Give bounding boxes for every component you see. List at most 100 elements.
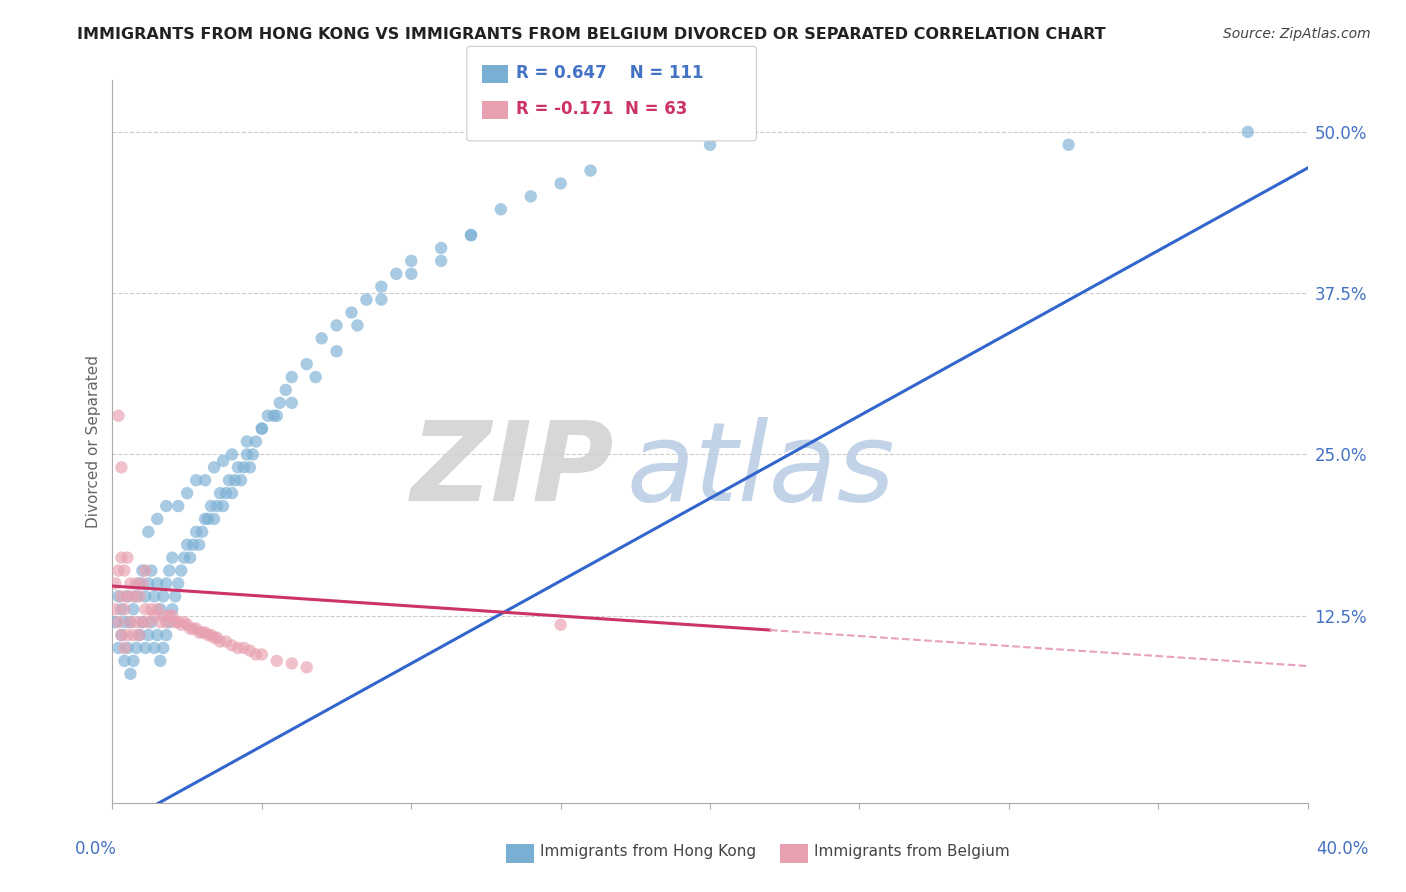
Point: [263, 409, 285, 423]
Point: [162, 602, 183, 616]
Point: [167, 615, 190, 630]
Point: [125, 590, 148, 604]
Point: [110, 628, 132, 642]
Point: [236, 434, 259, 449]
Point: [143, 590, 166, 604]
Point: [165, 615, 187, 630]
Point: [157, 608, 180, 623]
Point: [128, 590, 150, 604]
Point: [167, 576, 190, 591]
Point: [110, 460, 132, 475]
Point: [155, 576, 177, 591]
Point: [152, 640, 174, 655]
Point: [117, 590, 139, 604]
Text: IMMIGRANTS FROM HONG KONG VS IMMIGRANTS FROM BELGIUM DIVORCED OR SEPARATED CORRE: IMMIGRANTS FROM HONG KONG VS IMMIGRANTS …: [77, 27, 1107, 42]
Point: [114, 564, 135, 578]
Point: [114, 615, 135, 630]
Point: [176, 486, 198, 500]
Text: 0.0%: 0.0%: [75, 840, 117, 858]
Point: [229, 473, 252, 487]
Point: [239, 460, 262, 475]
Point: [143, 640, 166, 655]
Point: [370, 293, 392, 307]
Point: [340, 305, 363, 319]
Point: [122, 654, 145, 668]
Point: [120, 666, 142, 681]
Point: [141, 615, 163, 630]
Point: [311, 331, 333, 345]
Point: [266, 654, 288, 668]
Point: [138, 628, 160, 642]
Point: [104, 602, 127, 616]
Point: [134, 640, 156, 655]
Point: [117, 640, 139, 655]
Point: [152, 608, 174, 623]
Point: [245, 434, 267, 449]
Point: [128, 576, 150, 591]
Point: [149, 615, 172, 630]
Point: [170, 564, 193, 578]
Point: [233, 640, 256, 655]
Point: [138, 615, 160, 630]
Text: ZIP: ZIP: [411, 417, 614, 524]
Point: [138, 524, 160, 539]
Point: [269, 396, 291, 410]
Point: [155, 499, 177, 513]
Point: [215, 486, 238, 500]
Point: [215, 634, 238, 648]
Text: R = -0.171  N = 63: R = -0.171 N = 63: [516, 100, 688, 118]
Point: [218, 473, 240, 487]
Point: [430, 254, 453, 268]
Point: [181, 622, 204, 636]
Point: [146, 628, 169, 642]
Point: [221, 486, 243, 500]
Point: [107, 615, 129, 630]
Point: [226, 460, 249, 475]
Point: [520, 189, 543, 203]
Point: [131, 615, 153, 630]
Point: [281, 370, 304, 384]
Point: [346, 318, 368, 333]
Point: [194, 625, 217, 640]
Point: [131, 564, 153, 578]
Point: [152, 590, 174, 604]
Point: [191, 625, 214, 640]
Point: [385, 267, 408, 281]
Point: [233, 460, 256, 475]
Point: [120, 615, 142, 630]
Point: [242, 447, 264, 461]
Point: [250, 422, 273, 436]
Point: [167, 499, 190, 513]
Point: [149, 602, 172, 616]
Point: [257, 409, 280, 423]
Point: [117, 550, 139, 565]
Point: [107, 564, 129, 578]
Point: [134, 590, 156, 604]
Point: [104, 576, 127, 591]
Point: [194, 512, 217, 526]
Point: [149, 654, 172, 668]
Point: [122, 590, 145, 604]
Point: [179, 622, 201, 636]
Point: [114, 602, 135, 616]
Point: [141, 602, 163, 616]
Point: [550, 177, 572, 191]
Point: [281, 396, 304, 410]
Point: [209, 634, 232, 648]
Point: [110, 550, 132, 565]
Point: [131, 576, 153, 591]
Point: [295, 660, 318, 674]
Point: [114, 640, 135, 655]
Point: [186, 622, 208, 636]
Point: [250, 648, 273, 662]
Point: [110, 628, 132, 642]
Point: [110, 602, 132, 616]
Point: [107, 640, 129, 655]
Point: [274, 383, 297, 397]
Point: [173, 550, 195, 565]
Point: [212, 499, 235, 513]
Point: [1237, 125, 1260, 139]
Point: [579, 163, 602, 178]
Point: [401, 267, 423, 281]
Point: [197, 512, 219, 526]
